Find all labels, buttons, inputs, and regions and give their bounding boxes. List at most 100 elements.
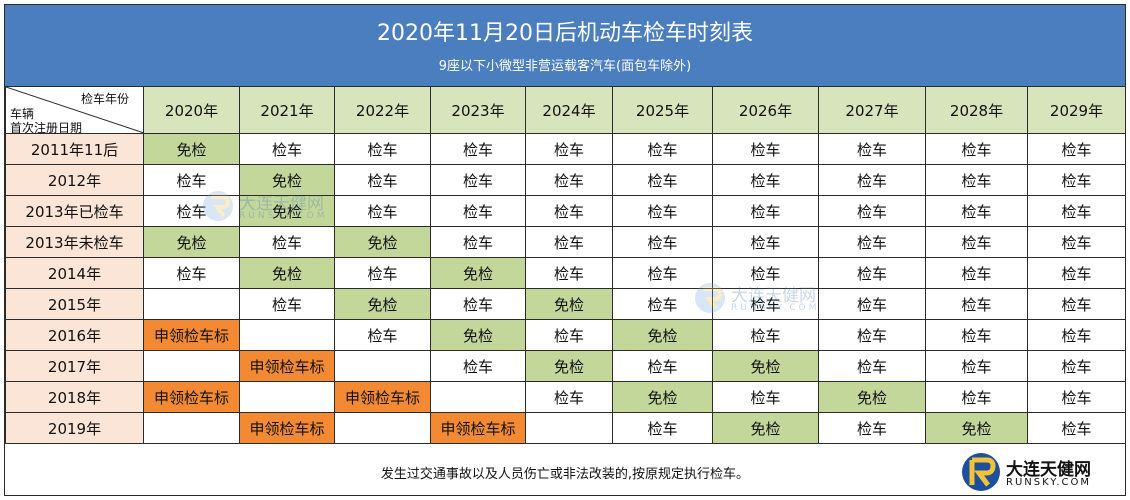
inspection-cell: 检车 bbox=[712, 319, 819, 351]
inspection-cell: 检车 bbox=[525, 319, 613, 351]
apply-sticker-cell: 申领检车标 bbox=[143, 319, 240, 351]
inspection-cell: 检车 bbox=[430, 164, 526, 196]
inspection-cell: 检车 bbox=[525, 381, 613, 413]
inspection-cell: 检车 bbox=[430, 195, 526, 227]
inspection-cell: 检车 bbox=[818, 133, 926, 165]
registration-date-cell: 2013年未检车 bbox=[5, 226, 144, 258]
schedule-table: 检车年份 车辆 首次注册日期 2020年 2021年 2022年 2023年 2024年… bbox=[5, 86, 1126, 444]
exempt-cell: 免检 bbox=[143, 226, 240, 258]
inspection-cell: 检车 bbox=[712, 288, 819, 320]
year-header-cell: 2020年 bbox=[143, 86, 240, 134]
inspection-cell: 检车 bbox=[334, 195, 431, 227]
exempt-cell: 免检 bbox=[712, 350, 819, 382]
footer: 发生过交通事故以及人员伤亡或非法改装的,按原规定执行检车。 大连天健网 RUNS… bbox=[5, 449, 1125, 495]
exempt-cell: 免检 bbox=[239, 195, 335, 227]
inspection-cell: 检车 bbox=[525, 195, 613, 227]
inspection-cell: 检车 bbox=[430, 226, 526, 258]
inspection-cell: 检车 bbox=[334, 164, 431, 196]
inspection-cell: 检车 bbox=[430, 288, 526, 320]
table-row: 2015年 检车 免检 检车 免检 检车 检车 检车 检车 检车 bbox=[5, 288, 1126, 320]
exempt-cell: 免检 bbox=[143, 133, 240, 165]
inspection-cell: 检车 bbox=[525, 226, 613, 258]
year-header-cell: 2024年 bbox=[525, 86, 613, 134]
corner-year-label: 检车年份 bbox=[80, 92, 129, 106]
empty-cell bbox=[143, 350, 240, 382]
exempt-cell: 免检 bbox=[239, 164, 335, 196]
inspection-cell: 检车 bbox=[818, 350, 926, 382]
inspection-cell: 检车 bbox=[612, 350, 713, 382]
empty-cell bbox=[143, 412, 240, 444]
table-row: 2012年 检车 免检 检车 检车 检车 检车 检车 检车 检车 检车 bbox=[5, 164, 1126, 196]
inspection-cell: 检车 bbox=[143, 257, 240, 289]
brand-logo-icon bbox=[962, 453, 1000, 491]
inspection-cell: 检车 bbox=[1027, 288, 1126, 320]
inspection-cell: 检车 bbox=[712, 257, 819, 289]
inspection-cell: 检车 bbox=[525, 133, 613, 165]
inspection-cell: 检车 bbox=[612, 288, 713, 320]
corner-date-label: 首次注册日期 bbox=[10, 121, 83, 135]
page-subtitle: 9座以下小微型非营运载客汽车(面包车除外) bbox=[438, 59, 692, 74]
inspection-cell: 检车 bbox=[334, 319, 431, 351]
table-row: 2013年未检车 免检 检车 免检 检车 检车 检车 检车 检车 检车 检车 bbox=[5, 226, 1126, 258]
inspection-cell: 检车 bbox=[712, 195, 819, 227]
inspection-cell: 检车 bbox=[525, 257, 613, 289]
exempt-cell: 免检 bbox=[925, 412, 1028, 444]
inspection-cell: 检车 bbox=[818, 288, 926, 320]
apply-sticker-cell: 申领检车标 bbox=[239, 412, 335, 444]
year-header-cell: 2028年 bbox=[925, 86, 1028, 134]
registration-date-cell: 2013年已检车 bbox=[5, 195, 144, 227]
inspection-cell: 检车 bbox=[1027, 133, 1126, 165]
inspection-cell: 检车 bbox=[818, 319, 926, 351]
footnote: 发生过交通事故以及人员伤亡或非法改装的,按原规定执行检车。 bbox=[380, 467, 750, 482]
year-header-row: 检车年份 车辆 首次注册日期 2020年 2021年 2022年 2023年 2024年… bbox=[5, 86, 1126, 135]
inspection-cell: 检车 bbox=[525, 164, 613, 196]
registration-date-cell: 2016年 bbox=[5, 319, 144, 351]
brand-url: RUNSKY.COM bbox=[1006, 477, 1092, 488]
inspection-cell: 检车 bbox=[925, 381, 1028, 413]
inspection-cell: 检车 bbox=[925, 133, 1028, 165]
year-header-cell: 2026年 bbox=[712, 86, 819, 134]
exempt-cell: 免检 bbox=[334, 226, 431, 258]
inspection-cell: 检车 bbox=[818, 195, 926, 227]
table-row: 2018年 申领检车标 申领检车标 检车 免检 检车 免检 检车 检车 bbox=[5, 381, 1126, 413]
inspection-cell: 检车 bbox=[612, 195, 713, 227]
inspection-cell: 检车 bbox=[1027, 164, 1126, 196]
inspection-cell: 检车 bbox=[612, 226, 713, 258]
registration-date-cell: 2017年 bbox=[5, 350, 144, 382]
inspection-cell: 检车 bbox=[818, 412, 926, 444]
page-title: 2020年11月20日后机动车检车时刻表 bbox=[377, 21, 753, 46]
empty-cell bbox=[143, 288, 240, 320]
inspection-cell: 检车 bbox=[818, 226, 926, 258]
inspection-cell: 检车 bbox=[430, 133, 526, 165]
inspection-cell: 检车 bbox=[712, 226, 819, 258]
exempt-cell: 免检 bbox=[612, 319, 713, 351]
inspection-cell: 检车 bbox=[1027, 319, 1126, 351]
registration-date-cell: 2015年 bbox=[5, 288, 144, 320]
table-row: 2014年 检车 免检 检车 免检 检车 检车 检车 检车 检车 检车 bbox=[5, 257, 1126, 289]
inspection-cell: 检车 bbox=[143, 195, 240, 227]
inspection-cell: 检车 bbox=[925, 164, 1028, 196]
inspection-cell: 检车 bbox=[239, 288, 335, 320]
registration-date-cell: 2019年 bbox=[5, 412, 144, 444]
inspection-cell: 检车 bbox=[612, 133, 713, 165]
exempt-cell: 免检 bbox=[612, 381, 713, 413]
table-row: 2017年 申领检车标 检车 免检 检车 免检 检车 检车 检车 bbox=[5, 350, 1126, 382]
corner-cell: 检车年份 车辆 首次注册日期 bbox=[5, 86, 144, 135]
registration-date-cell: 2014年 bbox=[5, 257, 144, 289]
inspection-cell: 检车 bbox=[925, 226, 1028, 258]
empty-cell bbox=[525, 412, 613, 444]
apply-sticker-cell: 申领检车标 bbox=[334, 381, 431, 413]
inspection-cell: 检车 bbox=[1027, 257, 1126, 289]
exempt-cell: 免检 bbox=[525, 288, 613, 320]
inspection-cell: 检车 bbox=[925, 319, 1028, 351]
inspection-cell: 检车 bbox=[1027, 412, 1126, 444]
inspection-cell: 检车 bbox=[925, 195, 1028, 227]
year-header-cell: 2023年 bbox=[430, 86, 526, 134]
apply-sticker-cell: 申领检车标 bbox=[143, 381, 240, 413]
corner-vehicle-label: 车辆 bbox=[10, 107, 35, 121]
inspection-cell: 检车 bbox=[925, 350, 1028, 382]
inspection-cell: 检车 bbox=[334, 133, 431, 165]
table-header: 2020年11月20日后机动车检车时刻表 9座以下小微型非营运载客汽车(面包车除… bbox=[5, 5, 1125, 87]
exempt-cell: 免检 bbox=[430, 257, 526, 289]
inspection-cell: 检车 bbox=[1027, 350, 1126, 382]
